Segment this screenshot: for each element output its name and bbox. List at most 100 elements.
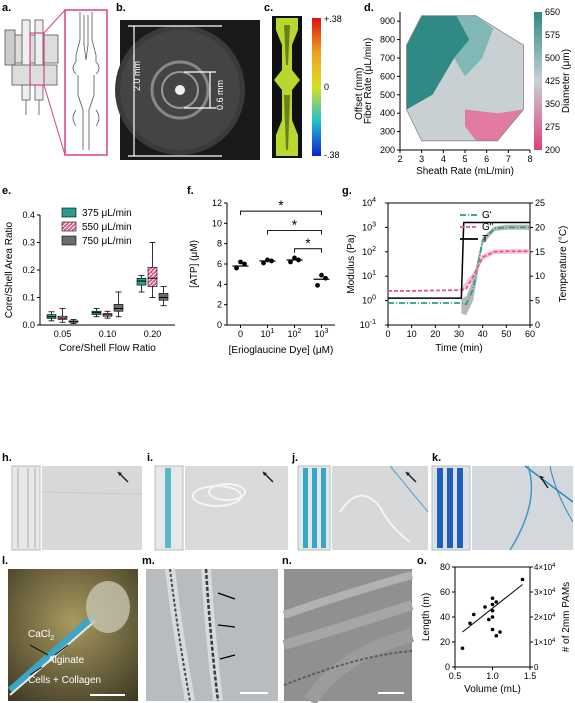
y-tick-label: 500 xyxy=(380,90,395,100)
y2-tick-label: 3×104 xyxy=(534,588,556,597)
colorbar-tick-label: 650 xyxy=(545,7,560,17)
data-point xyxy=(234,265,239,271)
annotation-alginate: Alginate xyxy=(48,655,85,666)
y-tick-label: 0 xyxy=(217,320,222,330)
y-tick-label: 900 xyxy=(380,16,395,26)
colorbar-tick-label: 500 xyxy=(545,53,560,63)
data-point xyxy=(498,630,502,634)
y-tick-label: 0.3 xyxy=(22,238,35,248)
y-tick-label: 0 xyxy=(445,662,450,672)
y-tick-label: 103 xyxy=(362,221,376,232)
chart-d: 2 3 4 5 6 7 8 200 300 400 500 600 700 800 900 Sheath Ra… xyxy=(363,7,572,177)
panel-label: h. xyxy=(2,452,12,464)
data-point xyxy=(471,612,476,617)
x-tick-label: 7 xyxy=(506,154,511,164)
x-axis-label: [Erioglaucine Dye] (μM) xyxy=(229,345,334,356)
x-tick-label: 0.5 xyxy=(449,671,462,681)
y-tick-label: 600 xyxy=(380,71,395,81)
y-tick-label: 101 xyxy=(362,270,376,281)
y-tick-label: 102 xyxy=(362,246,376,257)
panel-label: a. xyxy=(2,2,12,14)
y-axis-label: Fiber Rate (μL/min) xyxy=(363,38,374,124)
panel-a: a. xyxy=(0,0,110,160)
y-tick-label: 700 xyxy=(380,53,395,63)
x-tick-label: 1.0 xyxy=(486,671,499,681)
box xyxy=(158,293,169,301)
y-tick-label: 6 xyxy=(217,259,222,269)
y-tick-label: 400 xyxy=(380,108,395,118)
y-tick-label: 80 xyxy=(440,562,450,572)
device-schematic xyxy=(4,9,108,156)
x-tick-label: 101 xyxy=(261,328,275,339)
dim-outer: 2.0 mm xyxy=(132,60,142,91)
legend-swatch xyxy=(61,221,77,232)
data-point xyxy=(315,282,320,288)
y2-tick-label: 0 xyxy=(535,320,540,330)
y-axis-label: [ATP] (μM) xyxy=(189,240,200,288)
x-tick-label: 3 xyxy=(419,154,424,164)
data-point xyxy=(265,257,270,263)
legend-label: 375 μL/min xyxy=(82,208,132,219)
x-tick-label: 60 xyxy=(525,329,535,339)
photo-l xyxy=(8,569,138,701)
colorbar-tick-label: 200 xyxy=(545,145,560,155)
data-point xyxy=(261,260,266,266)
series-line xyxy=(388,226,530,306)
legend-label: T xyxy=(482,234,488,245)
series-line xyxy=(388,250,530,292)
y2-tick-label: 20 xyxy=(535,222,545,232)
y-tick-label: 100 xyxy=(362,295,376,306)
data-point xyxy=(288,259,293,265)
data-point xyxy=(292,255,297,261)
data-point xyxy=(323,275,328,281)
sig-mark: * xyxy=(305,235,311,251)
data-point xyxy=(319,272,324,278)
x-tick-label: 5 xyxy=(462,154,467,164)
legend-label: 550 μL/min xyxy=(82,222,132,233)
sig-bracket xyxy=(240,210,322,216)
y2-tick-label: 25 xyxy=(535,198,545,208)
x-tick-label: 40 xyxy=(478,329,488,339)
x-tick-label: 30 xyxy=(454,329,464,339)
photo-k xyxy=(431,465,574,551)
x-tick-label: 103 xyxy=(315,328,329,339)
y-tick-label: 8 xyxy=(217,239,222,249)
dim-inner: 0.6 mm xyxy=(215,79,225,110)
panel-label: n. xyxy=(282,555,292,567)
panel-j: j. xyxy=(290,452,430,552)
sig-bracket xyxy=(294,248,322,253)
region-mid-large xyxy=(454,15,494,77)
series-line xyxy=(388,221,530,299)
x-tick-label: 6 xyxy=(484,154,489,164)
panel-label: m. xyxy=(142,555,155,567)
sig-mark: * xyxy=(278,197,284,213)
panel-label: c. xyxy=(264,2,274,14)
y-tick-label: 300 xyxy=(380,127,395,137)
x-tick-label: 2 xyxy=(397,154,402,164)
panel-k: k. xyxy=(430,452,575,552)
panel-e: e. 0.0 0.1 0.2 0.3 0.4 0.05 0.10 0.20 Core/Shell… xyxy=(0,185,180,360)
y2-tick-label: 2×104 xyxy=(534,613,556,622)
panel-label: o. xyxy=(417,555,427,567)
region-small xyxy=(465,109,524,141)
fit-line xyxy=(462,584,523,633)
y-tick-label: 10-1 xyxy=(360,319,376,330)
chart-e: 0.0 0.1 0.2 0.3 0.4 0.05 0.10 0.20 Core/Shell Fl… xyxy=(4,207,175,354)
x-tick-label: 0 xyxy=(385,329,390,339)
panel-b: b. 2.0 mm 0.6 mm xyxy=(112,0,262,160)
photo-j xyxy=(297,465,429,551)
x-tick-label: 0 xyxy=(238,329,243,339)
panel-label: j. xyxy=(292,452,299,464)
x-axis-label: Volume (mL) xyxy=(464,684,521,695)
colorbar xyxy=(534,12,542,150)
y-tick-label: 800 xyxy=(380,35,395,45)
data-point xyxy=(490,615,495,619)
sig-bracket xyxy=(267,230,322,235)
plot-frame xyxy=(387,202,531,326)
data-point xyxy=(494,600,499,604)
photo-h xyxy=(11,465,143,551)
panel-label: l. xyxy=(2,555,9,567)
region-large xyxy=(406,15,476,110)
data-point xyxy=(520,577,525,582)
colorbar-tick-label: 350 xyxy=(545,99,560,109)
